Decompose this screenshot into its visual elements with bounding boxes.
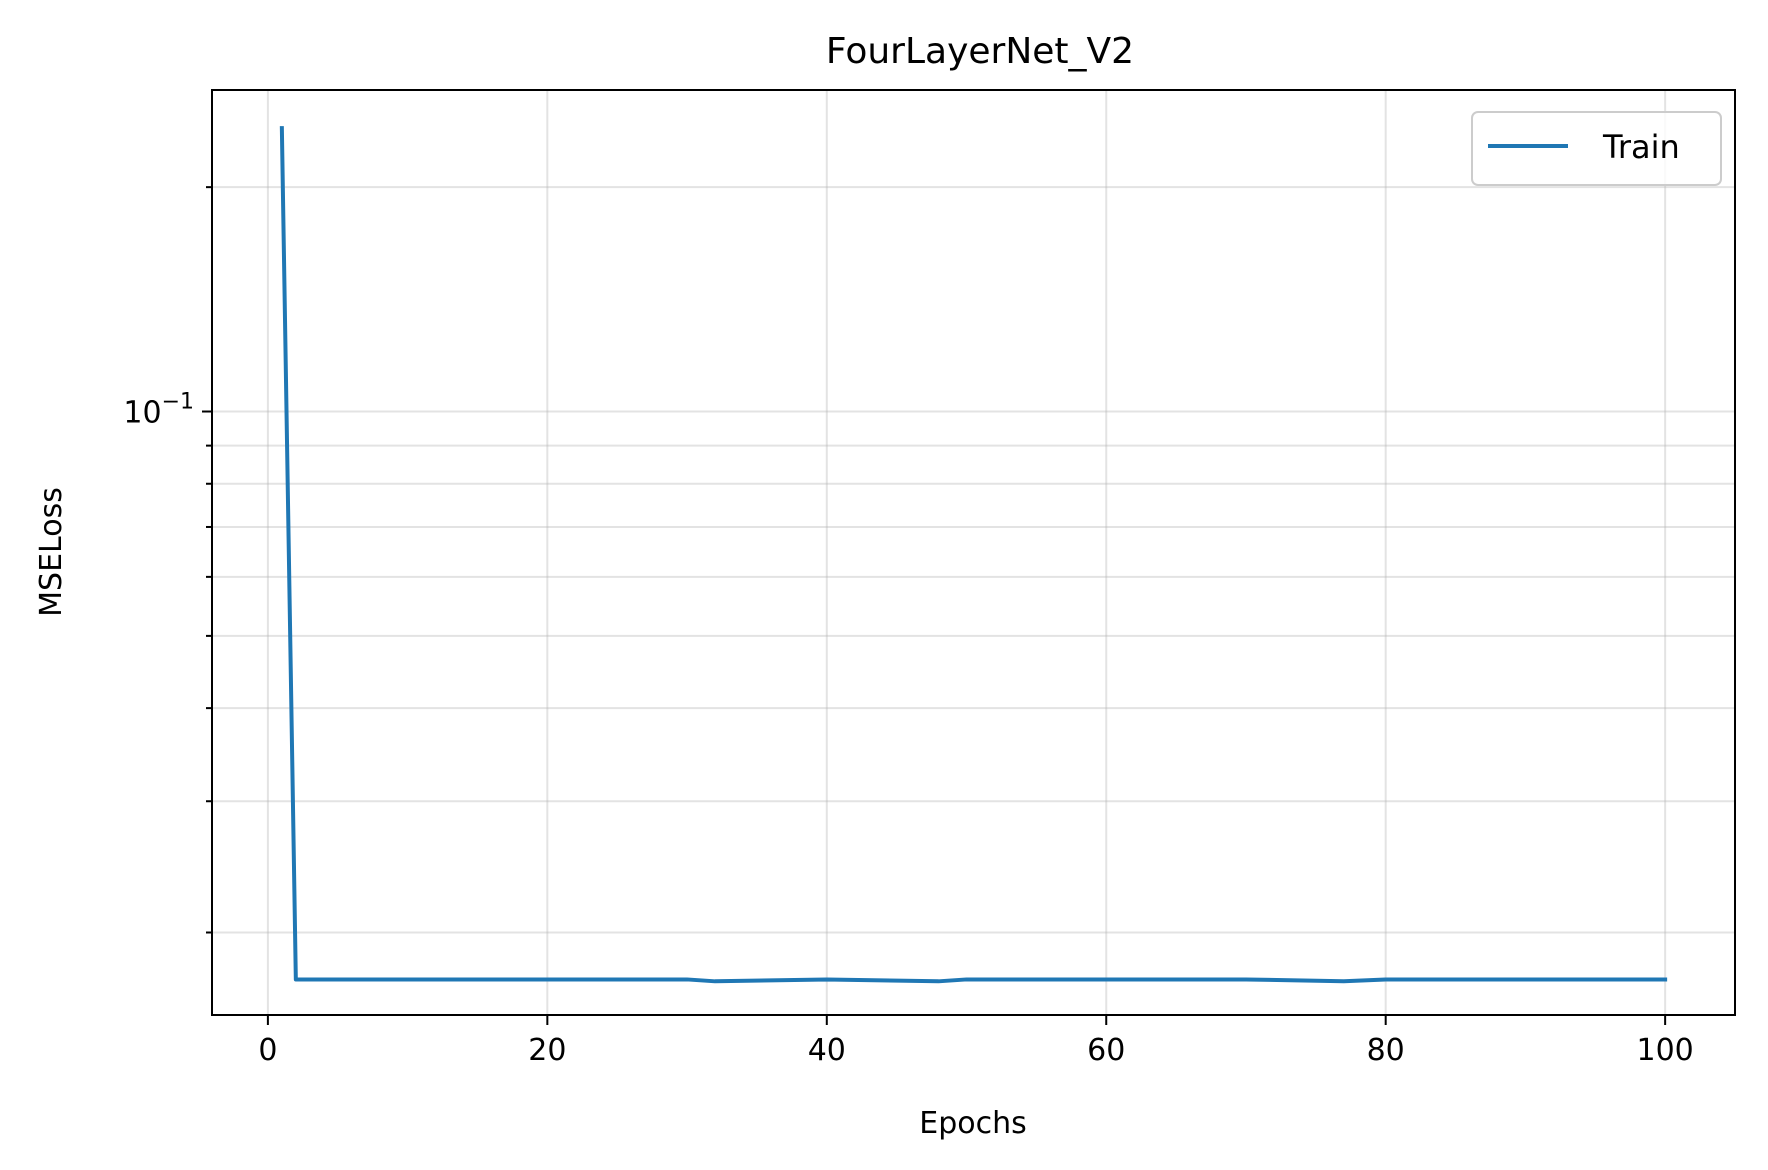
series-layer — [279, 126, 1668, 984]
legend: Train — [1471, 111, 1722, 186]
x-tick-label: 0 — [258, 1033, 277, 1068]
series-line-train — [279, 126, 1668, 984]
x-tick-label: 100 — [1637, 1033, 1694, 1068]
y-axis-label: MSELoss — [34, 487, 69, 617]
chart-title: FourLayerNet_V2 — [826, 31, 1134, 72]
tick-layer: 0 20 40 60 80 100 10−1 — [123, 186, 1694, 1068]
plot-frame — [211, 89, 1736, 1016]
y-tick-label: 10−1 — [123, 390, 194, 431]
x-tick-label: 20 — [528, 1033, 566, 1068]
legend-label-train: Train — [1602, 128, 1680, 166]
x-tick-label: 40 — [808, 1033, 846, 1068]
x-tick-label: 80 — [1367, 1033, 1405, 1068]
x-tick-label: 60 — [1087, 1033, 1125, 1068]
grid-layer — [212, 90, 1735, 1015]
legend-box — [1471, 111, 1722, 186]
x-axis-label: Epochs — [919, 1106, 1027, 1141]
